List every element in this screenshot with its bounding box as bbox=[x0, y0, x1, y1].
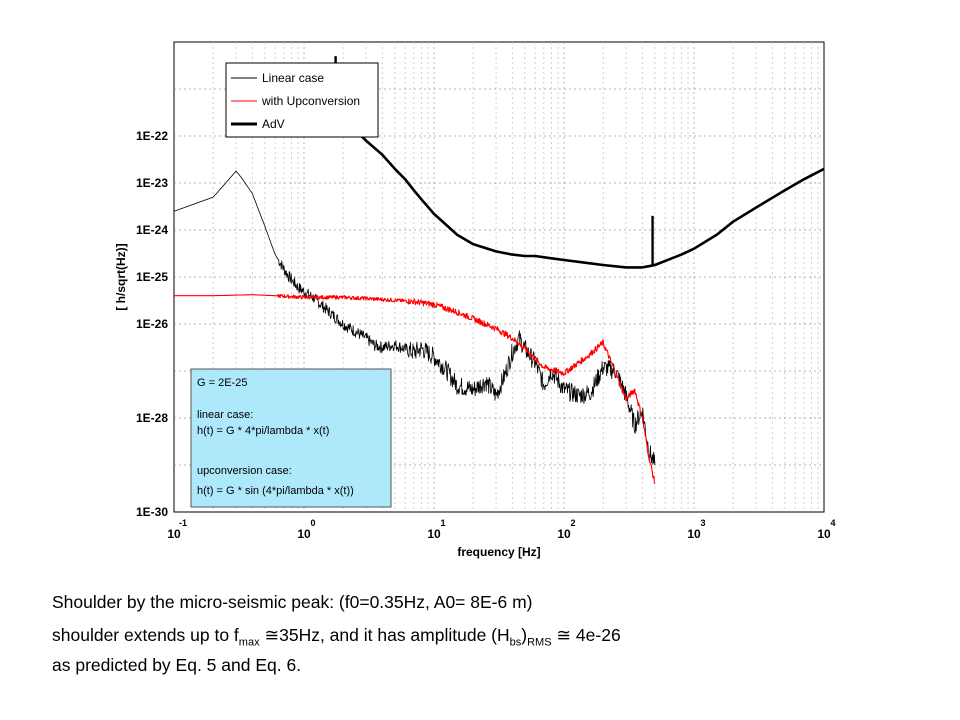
annotation-line: G = 2E-25 bbox=[197, 377, 247, 389]
caption-subscript: RMS bbox=[527, 636, 552, 649]
x-tick-base: 10 bbox=[817, 527, 831, 541]
y-axis-label: [ h/sqrt(Hz)] bbox=[114, 243, 128, 310]
annotation-line: h(t) = G * 4*pi/lambda * x(t) bbox=[197, 425, 329, 437]
x-tick-label: 102 bbox=[557, 518, 575, 541]
annotation-box: G = 2E-25 linear case: h(t) = G * 4*pi/l… bbox=[190, 368, 392, 508]
x-tick-label: 10-1 bbox=[167, 518, 187, 541]
legend-label-adv: AdV bbox=[262, 117, 285, 131]
grid-lines bbox=[174, 42, 824, 512]
x-tick-base: 10 bbox=[427, 527, 441, 541]
series-line-0 bbox=[174, 170, 656, 466]
x-axis-label: frequency [Hz] bbox=[457, 545, 540, 559]
caption-line-3: as predicted by Eq. 5 and Eq. 6. bbox=[52, 655, 302, 675]
legend: Linear case with Upconversion AdV bbox=[225, 62, 379, 138]
caption-text: shoulder extends up to f bbox=[52, 625, 239, 645]
x-tick-exponent: 3 bbox=[700, 518, 705, 528]
caption-text: ) bbox=[521, 625, 528, 645]
annotation-line: h(t) = G * sin (4*pi/lambda * x(t)) bbox=[197, 485, 354, 497]
caption-line-1: Shoulder by the micro-seismic peak: (f0=… bbox=[52, 592, 533, 612]
legend-label-linear: Linear case bbox=[262, 71, 324, 85]
x-tick-label: 104 bbox=[817, 518, 835, 541]
y-tick-label: 1E-23 bbox=[136, 176, 168, 190]
x-tick-exponent: 0 bbox=[310, 518, 315, 528]
x-tick-label: 101 bbox=[427, 518, 445, 541]
x-tick-label: 100 bbox=[297, 518, 315, 541]
y-tick-label: 1E-26 bbox=[136, 317, 168, 331]
x-tick-exponent: 4 bbox=[830, 518, 835, 528]
caption-text: ≅ 4e-26 bbox=[551, 625, 621, 645]
y-tick-labels: 1E-30 1E-28 1E-26 1E-25 1E-24 1E-23 1E-22 bbox=[136, 129, 168, 519]
y-tick-label: 1E-22 bbox=[136, 129, 168, 143]
caption-line-2: shoulder extends up to fmax ≅35Hz, and i… bbox=[52, 625, 932, 649]
series-line-1 bbox=[174, 293, 656, 485]
legend-label-upconversion: with Upconversion bbox=[261, 94, 360, 108]
x-tick-base: 10 bbox=[167, 527, 181, 541]
y-tick-label: 1E-25 bbox=[136, 270, 168, 284]
caption-subscript: bs bbox=[509, 636, 522, 649]
x-tick-base: 10 bbox=[297, 527, 311, 541]
x-tick-base: 10 bbox=[687, 527, 701, 541]
x-tick-exponent: 1 bbox=[440, 518, 445, 528]
y-tick-label: 1E-24 bbox=[136, 223, 168, 237]
caption-subscript: max bbox=[238, 636, 260, 649]
annotation-line: upconversion case: bbox=[197, 465, 292, 477]
annotation-background bbox=[190, 368, 392, 508]
annotation-line: linear case: bbox=[197, 409, 253, 421]
y-tick-label: 1E-28 bbox=[136, 411, 168, 425]
x-tick-label: 103 bbox=[687, 518, 705, 541]
x-tick-exponent: -1 bbox=[179, 518, 187, 528]
x-tick-base: 10 bbox=[557, 527, 571, 541]
caption-text: ≅35Hz, and it has amplitude (H bbox=[259, 625, 510, 645]
y-tick-label: 1E-30 bbox=[136, 505, 168, 519]
x-tick-exponent: 2 bbox=[570, 518, 575, 528]
